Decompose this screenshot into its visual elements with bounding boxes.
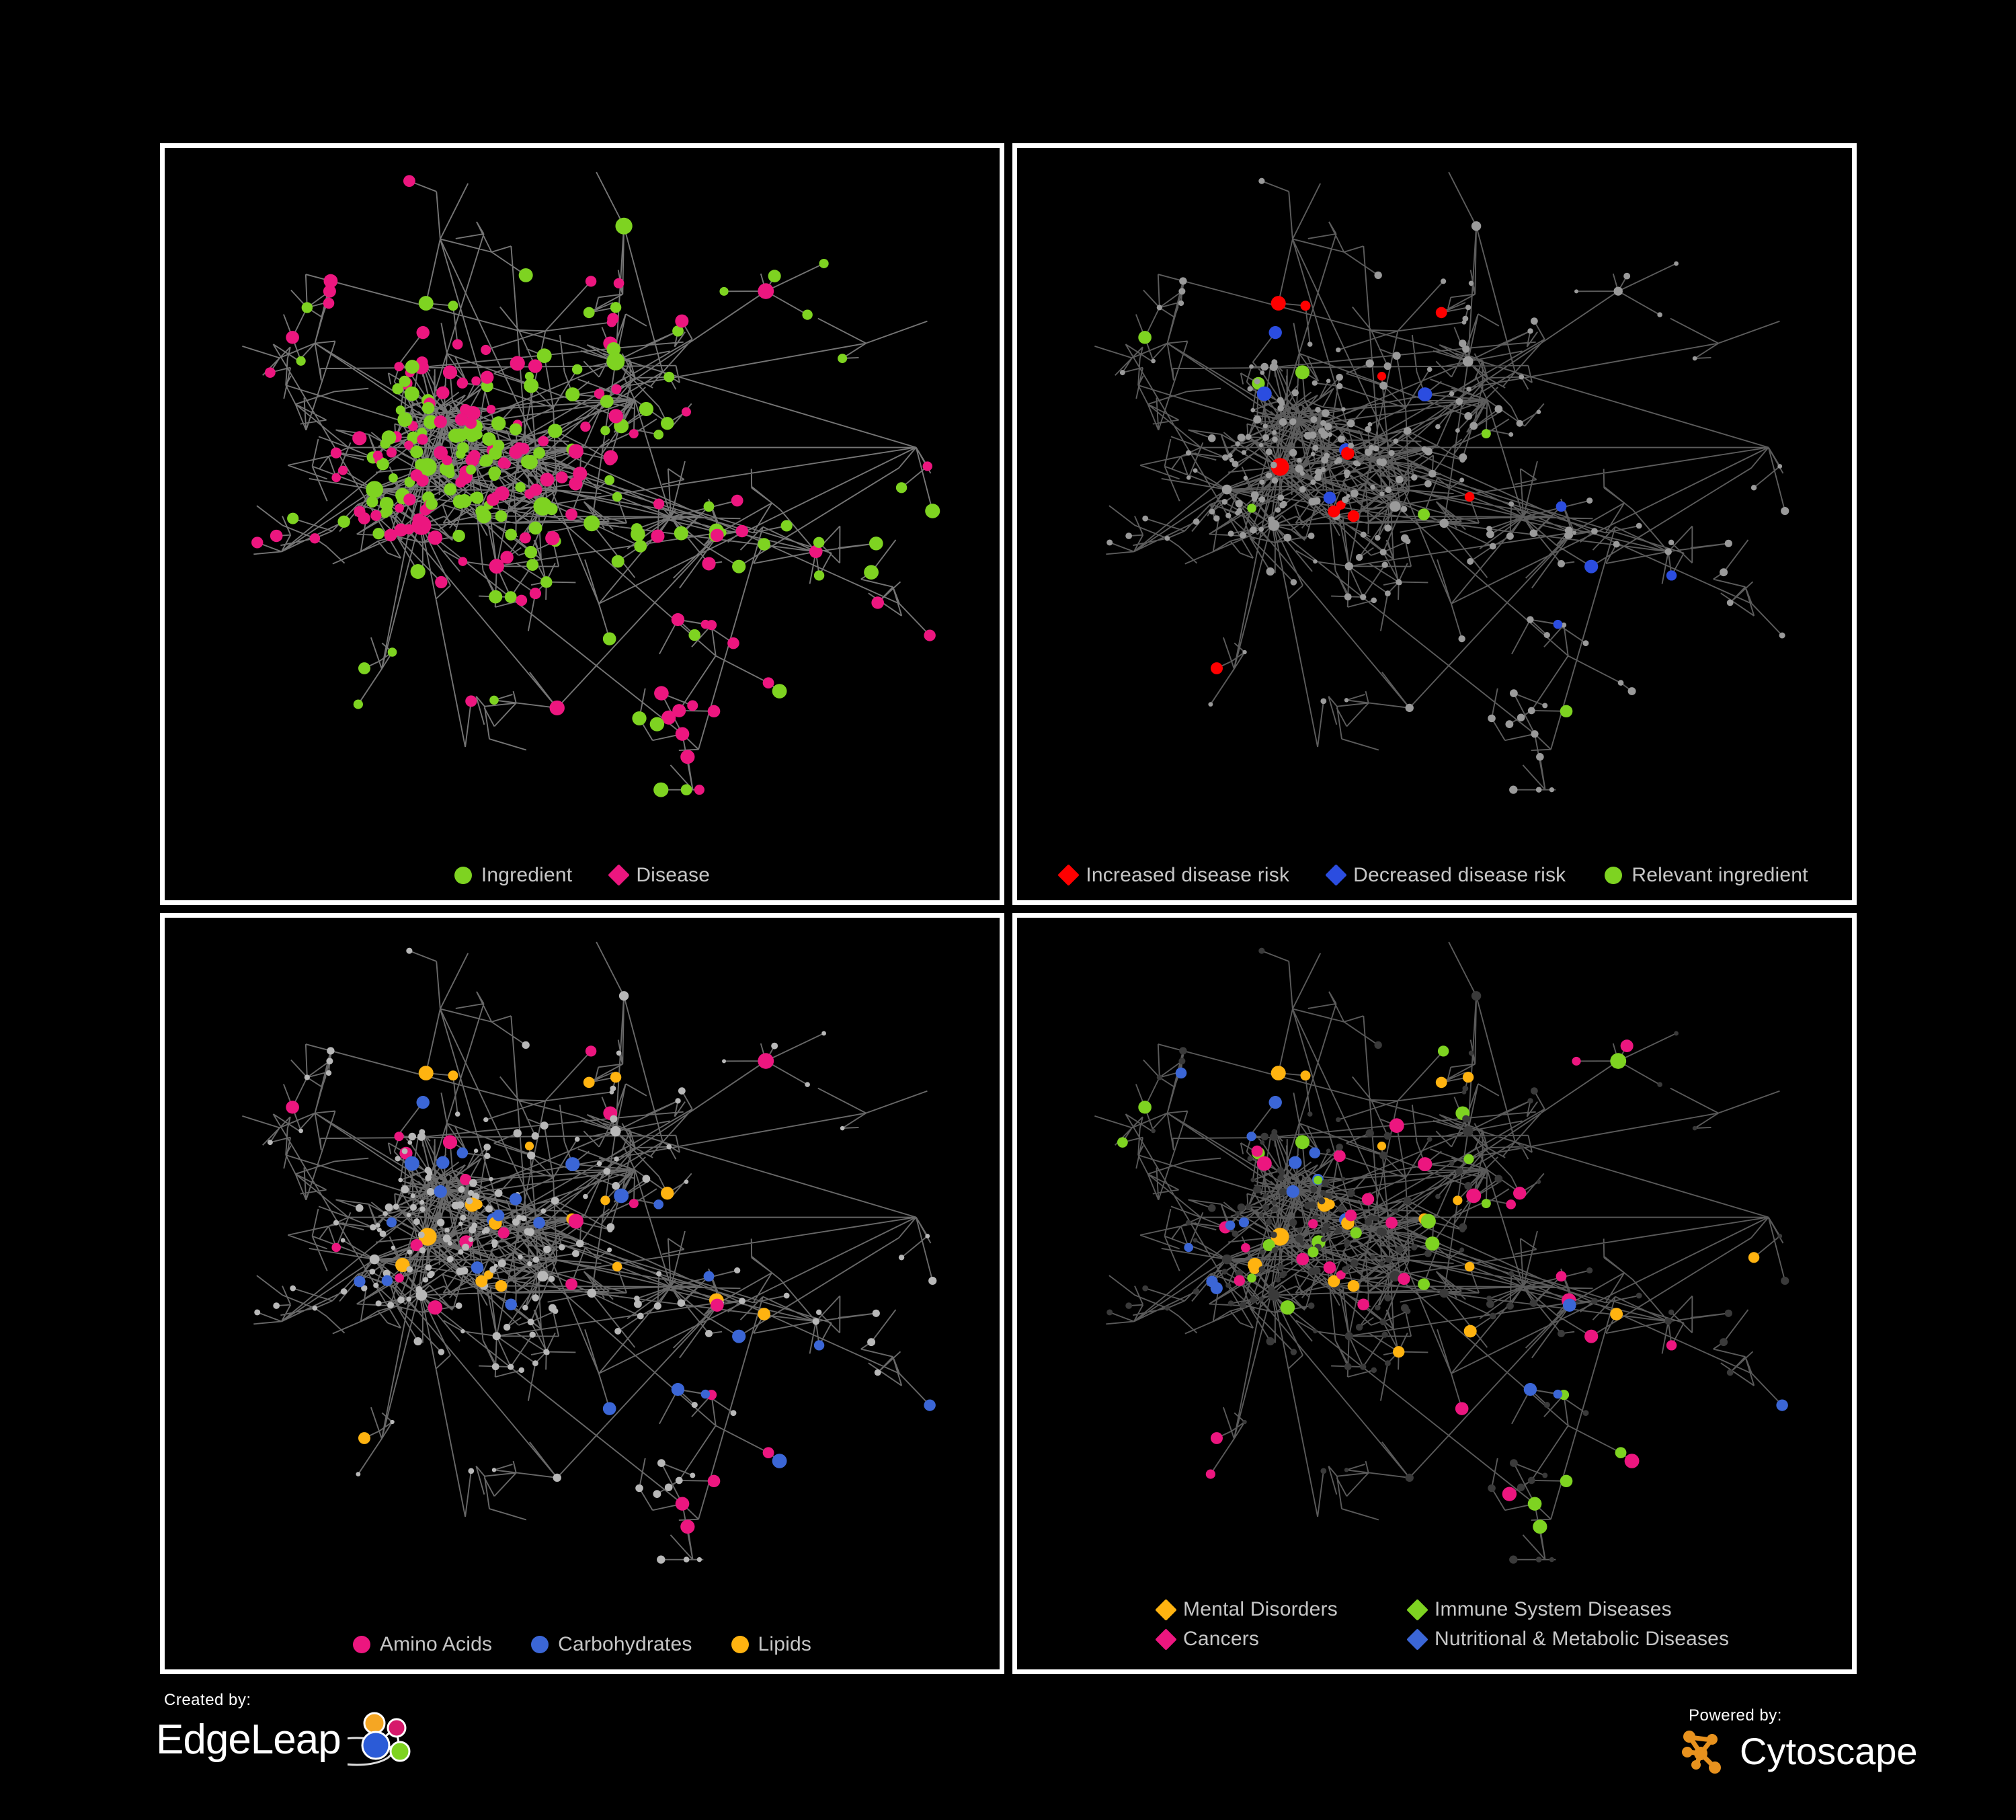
nutritional-metabolic-diseases-marker-icon xyxy=(1406,1628,1428,1651)
legend-label: Lipids xyxy=(758,1633,812,1655)
network-ingredient-classes xyxy=(165,917,1000,1569)
network-disease-classes xyxy=(1017,917,1852,1569)
immune-system-diseases-marker-icon xyxy=(1406,1598,1428,1621)
panel-disease-classes: Mental Disorders Immune System Diseases … xyxy=(1012,912,1857,1674)
created-by-branding: Created by: EdgeLeap xyxy=(156,1692,438,1793)
legend-disease-risk: Increased disease risk Decreased disease… xyxy=(1017,863,1852,886)
panel-grid: Ingredient Disease Increased disease ris… xyxy=(160,143,1857,1674)
legend-item: Relevant ingredient xyxy=(1605,865,1808,885)
legend-label: Decreased disease risk xyxy=(1353,863,1566,886)
legend-item: Disease xyxy=(608,863,711,886)
edgeleap-logo: EdgeLeap xyxy=(156,1710,438,1770)
relevant-ingredient-marker-icon xyxy=(1605,866,1623,884)
legend-ingredient-disease: Ingredient Disease xyxy=(165,863,1000,886)
network-ingredient-disease xyxy=(165,148,1000,799)
legend-label: Disease xyxy=(636,863,711,886)
legend-item: Immune System Diseases xyxy=(1406,1598,1672,1621)
disease-marker-icon xyxy=(608,864,631,886)
mental-disorders-marker-icon xyxy=(1155,1598,1177,1621)
amino-acids-marker-icon xyxy=(352,1636,370,1653)
panel-disease-risk: Increased disease risk Decreased disease… xyxy=(1012,143,1857,905)
decreased-risk-marker-icon xyxy=(1325,864,1347,886)
legend-item: Amino Acids xyxy=(352,1633,493,1655)
legend-label: Mental Disorders xyxy=(1183,1598,1338,1620)
legend-label: Relevant ingredient xyxy=(1631,863,1808,886)
panel-ingredient-classes: Amino Acids Carbohydrates Lipids xyxy=(160,912,1004,1674)
legend-label: Cancers xyxy=(1183,1628,1260,1650)
legend-item: Cancers xyxy=(1155,1628,1380,1651)
legend-item: Mental Disorders xyxy=(1155,1598,1380,1621)
legend-item: Carbohydrates xyxy=(531,1634,692,1655)
legend-label: Nutritional & Metabolic Diseases xyxy=(1435,1628,1730,1650)
increased-risk-marker-icon xyxy=(1057,864,1080,886)
legend-label: Ingredient xyxy=(481,863,573,886)
legend-item: Decreased disease risk xyxy=(1325,863,1566,886)
network-svg xyxy=(1094,917,1789,1564)
legend-label: Carbohydrates xyxy=(558,1633,692,1655)
legend-item: Nutritional & Metabolic Diseases xyxy=(1406,1628,1729,1651)
edgeleap-wordmark: EdgeLeap xyxy=(156,1716,341,1763)
powered-by-branding: Powered by: Cytoscape xyxy=(1681,1708,1990,1795)
cytoscape-logo: Cytoscape xyxy=(1681,1725,1990,1778)
panel-ingredient-disease: Ingredient Disease xyxy=(160,143,1004,905)
network-svg xyxy=(242,148,940,797)
legend-label: Immune System Diseases xyxy=(1435,1598,1672,1620)
network-disease-risk xyxy=(1017,148,1852,799)
powered-by-kicker: Powered by: xyxy=(1689,1706,1782,1725)
legend-item: Ingredient xyxy=(454,865,572,885)
lipids-marker-icon xyxy=(731,1636,749,1653)
legend-item: Increased disease risk xyxy=(1057,863,1290,886)
legend-item: Lipids xyxy=(731,1634,812,1655)
legend-disease-classes: Mental Disorders Immune System Diseases … xyxy=(1017,1598,1852,1651)
created-by-kicker: Created by: xyxy=(164,1691,251,1709)
network-svg xyxy=(1094,148,1789,794)
carbohydrates-marker-icon xyxy=(531,1636,549,1653)
network-svg xyxy=(242,917,937,1564)
legend-label: Increased disease risk xyxy=(1086,863,1290,886)
cytoscape-node-icon xyxy=(1682,1731,1721,1774)
edgeleap-node-icon xyxy=(347,1712,411,1766)
ingredient-marker-icon xyxy=(454,866,472,884)
legend-ingredient-classes: Amino Acids Carbohydrates Lipids xyxy=(165,1634,1000,1655)
legend-label: Amino Acids xyxy=(379,1633,493,1655)
figure-canvas: Ingredient Disease Increased disease ris… xyxy=(160,143,1857,1674)
cancers-marker-icon xyxy=(1155,1628,1177,1651)
cytoscape-wordmark: Cytoscape xyxy=(1740,1730,1918,1772)
